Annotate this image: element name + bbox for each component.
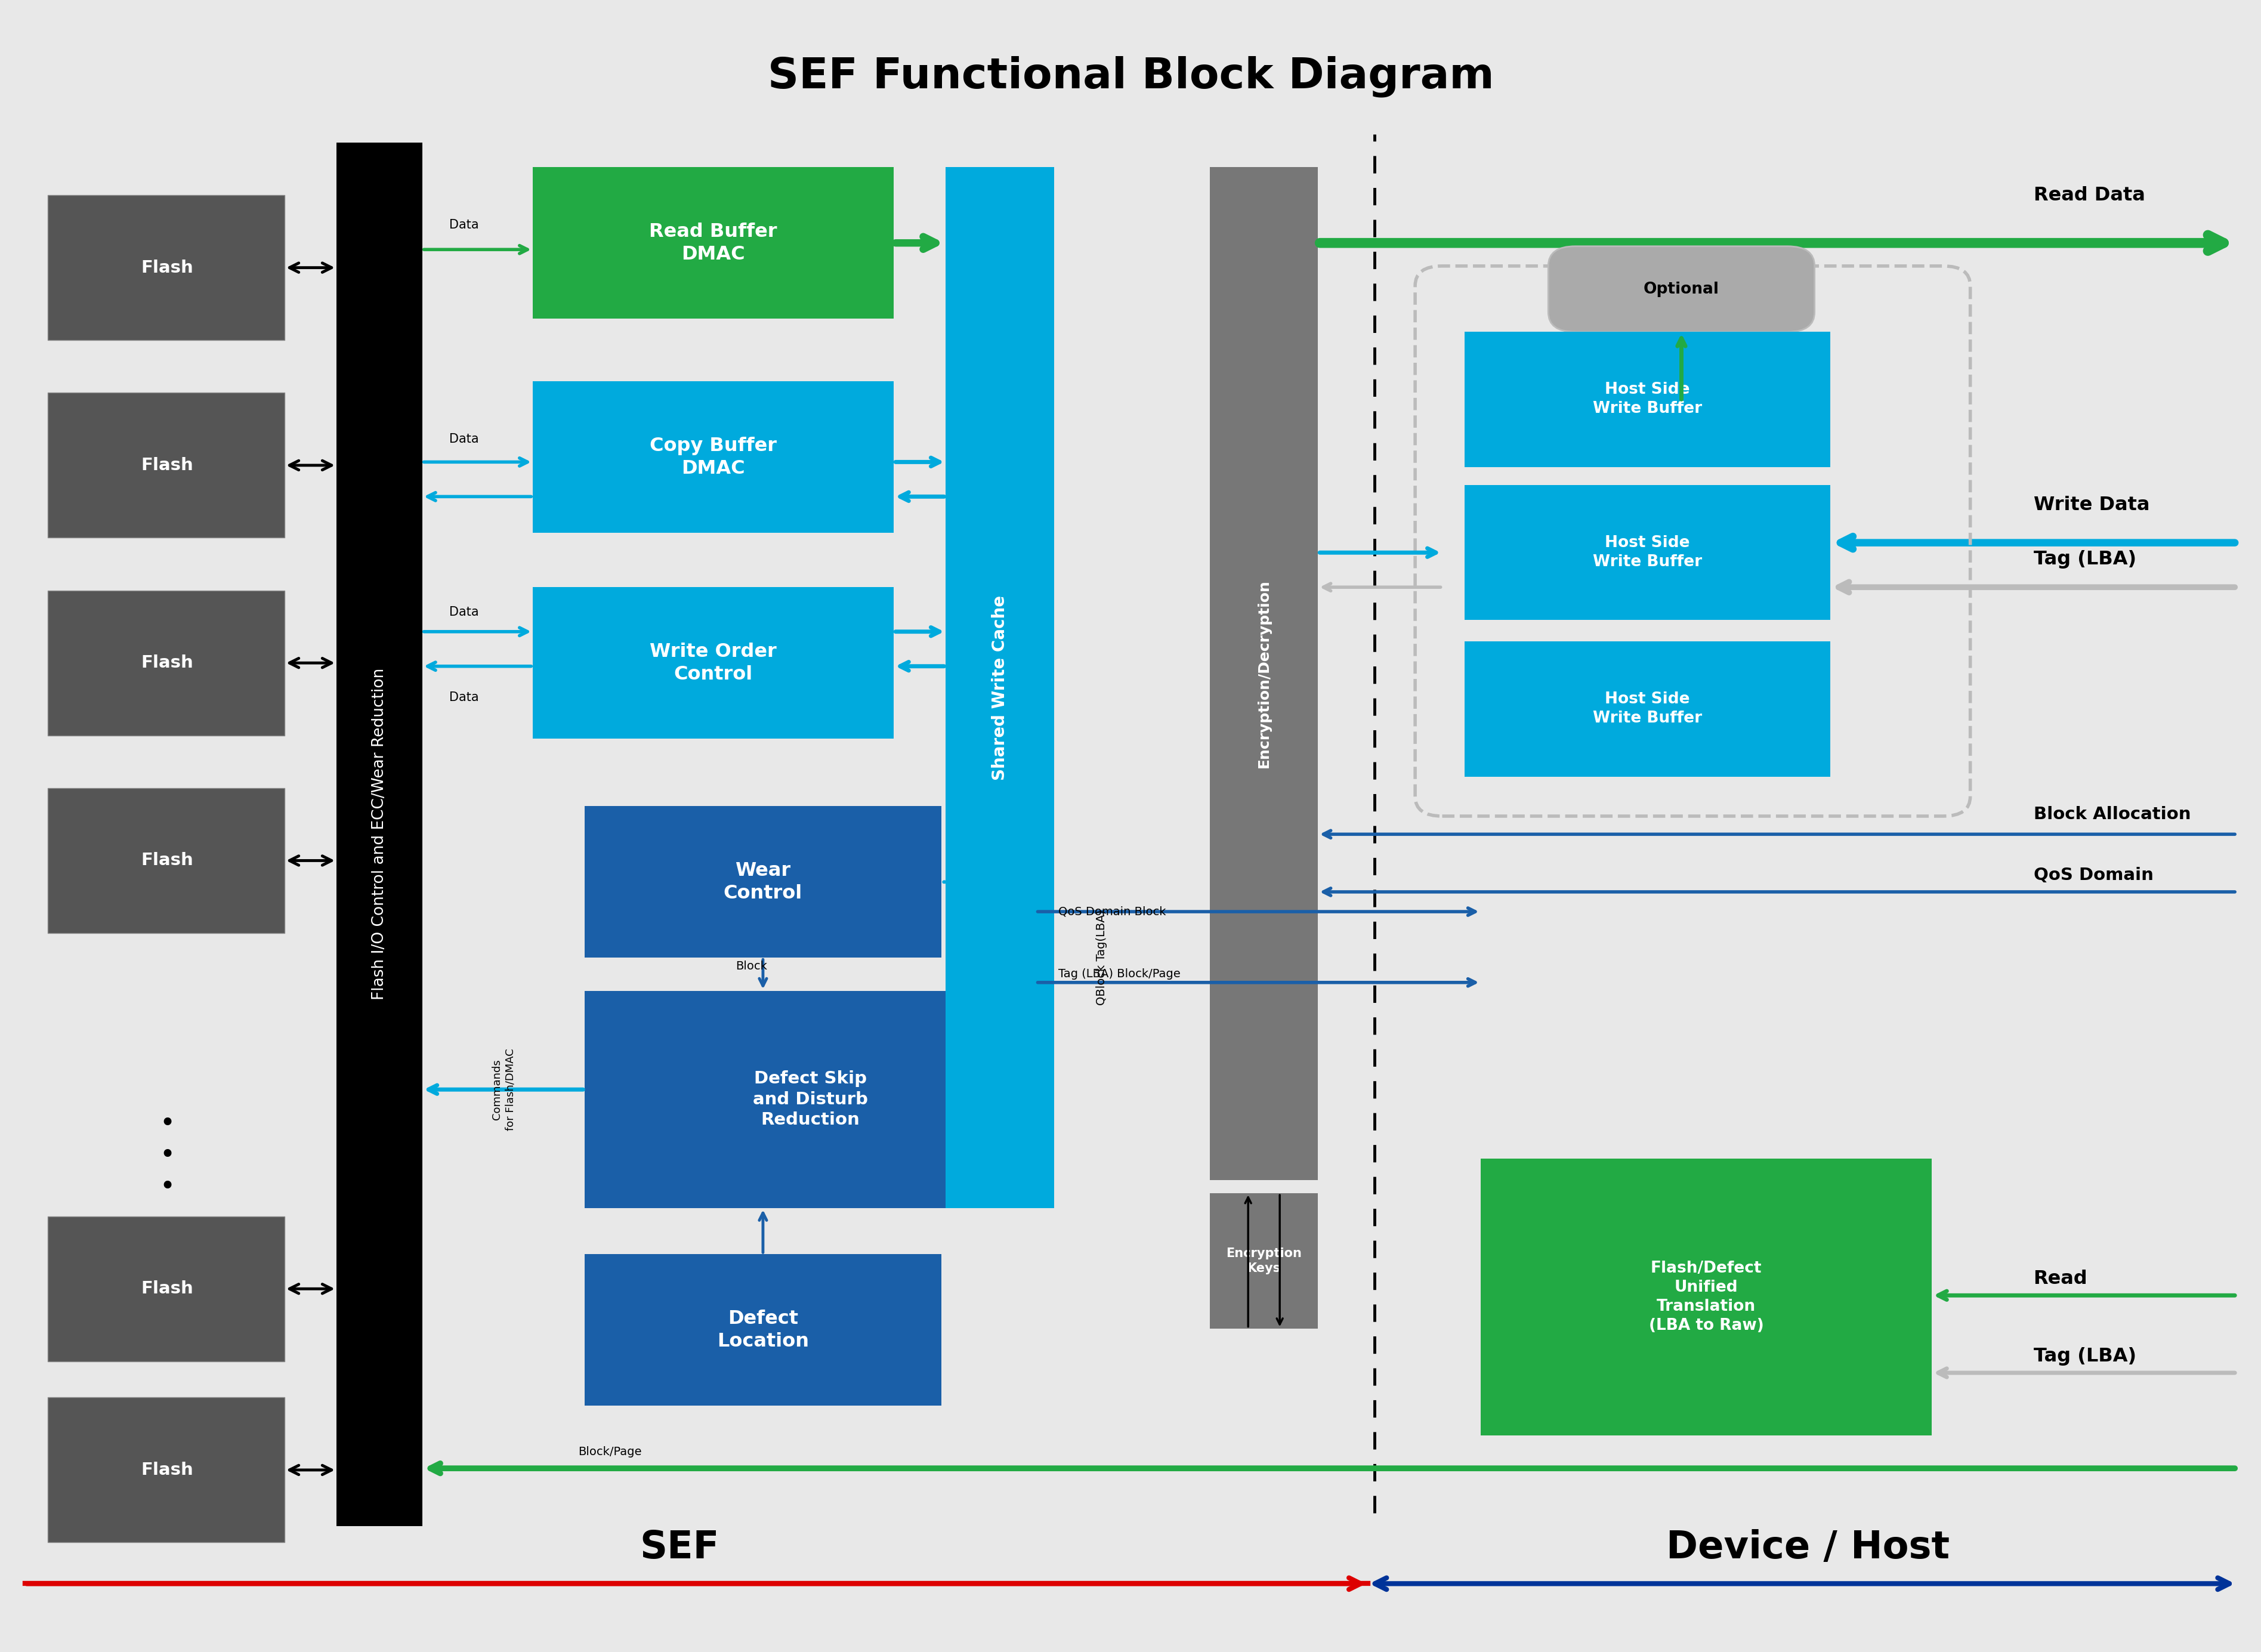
Text: Data: Data	[450, 692, 479, 704]
Text: Host Side
Write Buffer: Host Side Write Buffer	[1592, 692, 1703, 727]
Bar	[586, 1254, 941, 1406]
Text: Device / Host: Device / Host	[1666, 1528, 1949, 1566]
Bar	[47, 590, 285, 735]
FancyBboxPatch shape	[1549, 246, 1813, 332]
Text: Wear
Control: Wear Control	[724, 861, 803, 902]
Text: Data: Data	[450, 606, 479, 618]
Text: Copy Buffer
DMAC: Copy Buffer DMAC	[649, 436, 776, 477]
Bar	[47, 195, 285, 340]
Text: Defect Skip
and Disturb
Reduction: Defect Skip and Disturb Reduction	[753, 1070, 868, 1128]
Text: Host Side
Write Buffer: Host Side Write Buffer	[1592, 535, 1703, 570]
Bar	[337, 142, 423, 1526]
Text: Optional: Optional	[1644, 281, 1718, 297]
Text: Flash: Flash	[140, 259, 194, 276]
Bar	[534, 167, 893, 319]
Text: Read Buffer
DMAC: Read Buffer DMAC	[649, 223, 778, 264]
Text: Tag (LBA): Tag (LBA)	[2033, 1346, 2137, 1366]
Bar	[534, 382, 893, 534]
Text: Encryption
Keys: Encryption Keys	[1225, 1247, 1302, 1274]
Bar	[47, 1398, 285, 1543]
Text: QBlock Tag(LBA): QBlock Tag(LBA)	[1097, 910, 1108, 1006]
Bar	[1465, 486, 1829, 620]
Bar	[1465, 641, 1829, 776]
Text: Data: Data	[450, 433, 479, 444]
Bar	[1481, 1158, 1931, 1436]
Text: SEF: SEF	[640, 1528, 719, 1566]
Text: Flash: Flash	[140, 654, 194, 671]
Text: Read Data: Read Data	[2033, 187, 2143, 205]
Text: SEF Functional Block Diagram: SEF Functional Block Diagram	[766, 56, 1495, 97]
Bar	[945, 167, 1054, 1208]
Text: Write Data: Write Data	[2033, 496, 2148, 514]
Text: Read: Read	[2033, 1270, 2087, 1289]
Bar	[1210, 1193, 1318, 1328]
Bar	[1465, 332, 1829, 468]
Text: Tag (LBA) Block/Page: Tag (LBA) Block/Page	[1058, 968, 1180, 980]
Bar	[586, 806, 941, 958]
Bar	[534, 586, 893, 738]
Text: Host Side
Write Buffer: Host Side Write Buffer	[1592, 382, 1703, 416]
Bar	[47, 788, 285, 933]
Text: Block Allocation: Block Allocation	[2033, 806, 2191, 823]
Text: Shared Write Cache: Shared Write Cache	[990, 595, 1008, 780]
Text: •   •: • •	[1759, 667, 1807, 687]
Text: QoS Domain: QoS Domain	[2033, 867, 2152, 884]
Bar	[47, 1216, 285, 1361]
Text: Flash I/O Control and ECC/Wear Reduction: Flash I/O Control and ECC/Wear Reduction	[371, 669, 387, 999]
Text: Commands
for Flash/DMAC: Commands for Flash/DMAC	[491, 1049, 516, 1130]
Text: Flash: Flash	[140, 1280, 194, 1297]
Bar	[586, 991, 1036, 1208]
Text: Defect
Location: Defect Location	[717, 1310, 809, 1351]
Text: Flash: Flash	[140, 458, 194, 474]
Text: Write Order
Control: Write Order Control	[649, 643, 776, 684]
Bar	[47, 393, 285, 539]
Text: Tag (LBA): Tag (LBA)	[2033, 550, 2137, 568]
Text: Block: Block	[735, 960, 766, 971]
Text: Data: Data	[450, 218, 479, 231]
Text: QoS Domain Block: QoS Domain Block	[1058, 905, 1167, 917]
Text: Flash/Defect
Unified
Translation
(LBA to Raw): Flash/Defect Unified Translation (LBA to…	[1648, 1260, 1764, 1333]
Text: Block/Page: Block/Page	[579, 1446, 642, 1457]
Text: Flash: Flash	[140, 1462, 194, 1479]
Text: Encryption/Decryption: Encryption/Decryption	[1257, 580, 1271, 768]
Text: •   •: • •	[1601, 667, 1648, 687]
Text: •
•
•: • • •	[158, 1110, 174, 1199]
Bar	[1210, 167, 1318, 1180]
Text: Flash: Flash	[140, 852, 194, 869]
